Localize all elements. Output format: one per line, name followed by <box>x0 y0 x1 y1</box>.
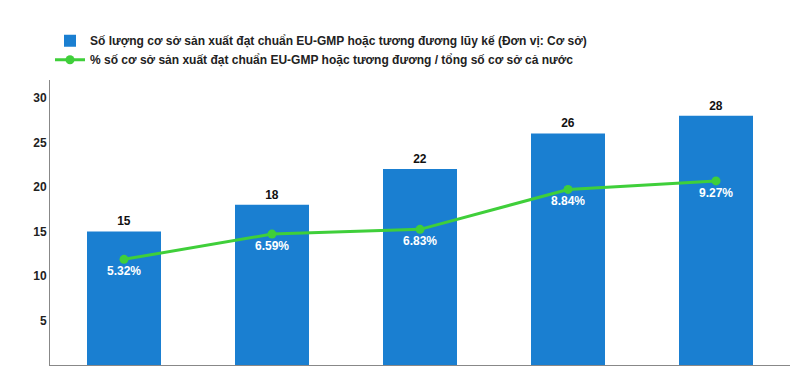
svg-text:26: 26 <box>561 116 575 130</box>
svg-text:6.83%: 6.83% <box>403 234 437 248</box>
svg-text:5: 5 <box>40 314 47 328</box>
svg-text:20: 20 <box>33 180 47 194</box>
svg-text:9.27%: 9.27% <box>699 186 733 200</box>
svg-text:15: 15 <box>117 214 131 228</box>
svg-text:6.59%: 6.59% <box>255 239 289 253</box>
svg-text:5.32%: 5.32% <box>107 264 141 278</box>
svg-text:18: 18 <box>265 188 279 202</box>
svg-text:10: 10 <box>33 269 47 283</box>
svg-text:28: 28 <box>709 99 723 113</box>
svg-text:8.84%: 8.84% <box>551 194 585 208</box>
svg-text:% số cơ sở sản xuất đạt chuẩn: % số cơ sở sản xuất đạt chuẩn EU-GMP hoặ… <box>90 53 573 67</box>
svg-text:22: 22 <box>413 152 427 166</box>
svg-text:30: 30 <box>33 91 47 105</box>
svg-text:Số lượng cơ sở sản xuất đạt ch: Số lượng cơ sở sản xuất đạt chuẩn EU-GMP… <box>90 34 587 48</box>
svg-text:15: 15 <box>33 225 47 239</box>
svg-text:25: 25 <box>33 136 47 150</box>
